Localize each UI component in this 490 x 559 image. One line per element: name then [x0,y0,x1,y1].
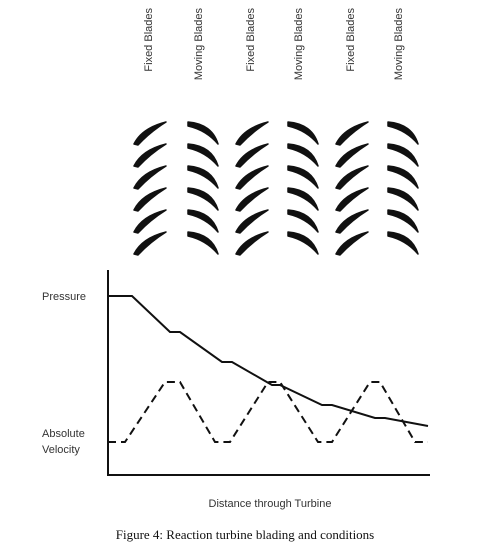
blade [287,231,319,255]
blade [133,165,167,190]
blade [235,231,269,256]
blade [387,231,419,255]
blade [235,165,269,190]
blade [387,143,419,167]
blade [335,209,369,234]
x-label: Distance through Turbine [209,498,332,510]
blade [335,165,369,190]
blade [187,143,219,167]
blade-label: Moving Blades [193,8,205,81]
pressure-label: Pressure [42,291,86,303]
blade [387,121,419,145]
blade [387,165,419,189]
blade [387,209,419,233]
blade [187,121,219,145]
blade [235,187,269,212]
blade-labels: Fixed Blades Moving Blades Fixed Blades Mov… [143,8,405,81]
blade [287,187,319,211]
velocity-line [108,381,428,443]
blade [187,209,219,233]
blade [133,231,167,256]
blade-label: Fixed Blades [345,8,357,72]
blade [133,209,167,234]
blade [335,187,369,212]
blade-label: Fixed Blades [143,8,155,72]
blade-label: Moving Blades [293,8,305,81]
blade-label: Fixed Blades [245,8,257,72]
velocity-label: Absolute [42,428,85,440]
blade [335,231,369,256]
blade [133,121,167,146]
blade-label: Moving Blades [393,8,405,81]
blade [187,231,219,255]
pressure-line [108,295,429,427]
blade [133,187,167,212]
caption: Figure 4: Reaction turbine blading and c… [116,527,375,542]
blade [287,165,319,189]
blade [387,187,419,211]
blade [235,121,269,146]
velocity-label: Velocity [42,444,80,456]
blade [187,187,219,211]
blade [287,121,319,145]
blade [187,165,219,189]
blade [287,209,319,233]
blade [235,209,269,234]
blade [287,143,319,167]
blade [335,121,369,146]
blade [133,143,167,168]
blade [335,143,369,168]
blade-rows [133,121,419,256]
blade [235,143,269,168]
